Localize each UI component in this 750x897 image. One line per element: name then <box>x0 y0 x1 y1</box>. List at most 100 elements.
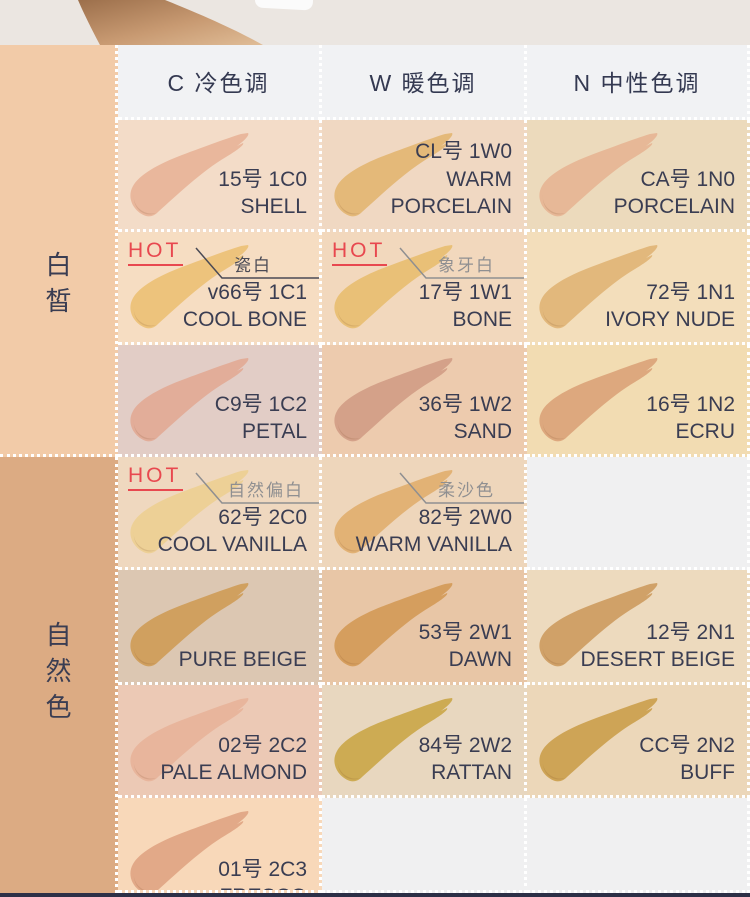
callout-line <box>399 472 524 504</box>
shade-name: PURE BEIGE <box>178 648 307 672</box>
shade-cell-pure-beige: PURE BEIGE <box>118 570 322 685</box>
foundation-smear-icon <box>130 811 249 890</box>
empty-cell <box>322 798 527 893</box>
shade-annotation-callout: 瓷白 <box>195 247 319 279</box>
shade-cell-1W1-bone: HOT 象牙白 17号 1W1 BONE <box>322 232 527 345</box>
shade-code: 53号 2W1 <box>418 620 512 644</box>
shade-cell-2N2-buff: CC号 2N2 BUFF <box>527 685 750 798</box>
foundation-smear-icon <box>130 358 249 442</box>
shade-name: BONE <box>452 308 512 332</box>
makeup-product-photo <box>78 0 314 45</box>
shade-code: 62号 2C0 <box>218 505 307 529</box>
column-header-neutral: N 中性色调 <box>527 45 750 120</box>
shade-code: 72号 1N1 <box>646 280 735 304</box>
shade-name: WARM VANILLA <box>355 533 512 557</box>
shade-code: 12号 2N1 <box>646 620 735 644</box>
shade-cell-1C2-petal: C9号 1C2 PETAL <box>118 345 322 457</box>
shade-code: v66号 1C1 <box>207 280 307 304</box>
bronze-smear-shape <box>78 0 263 45</box>
shade-cell-2C3-fresco: 01号 2C3 FRESCO <box>118 798 322 893</box>
shade-chart: C 冷色调 W 暖色调 N 中性色调 白皙 自然色 15号 1C0 SHELL … <box>0 45 750 893</box>
shade-name: PALE ALMOND <box>160 761 307 785</box>
shade-cell-1N0-porcelain: CA号 1N0 PORCELAIN <box>527 120 750 232</box>
section-label-fair: 白皙 <box>0 120 118 457</box>
foundation-smear-icon <box>539 245 658 329</box>
shade-cell-1W0-warm-porcelain: CL号 1W0 WARM PORCELAIN <box>322 120 527 232</box>
shade-annotation-callout: 自然偏白 <box>195 472 319 504</box>
shade-name: COOL BONE <box>182 308 307 332</box>
shade-name: FRESCO <box>218 883 307 890</box>
shade-label: 36号 1W2 SAND <box>419 391 512 446</box>
shade-name: PETAL <box>242 420 307 444</box>
shade-name: IVORY NUDE <box>605 308 735 332</box>
empty-cell <box>527 457 750 570</box>
shade-label: 01号 2C3 FRESCO <box>218 856 307 890</box>
column-header-warm: W 暖色调 <box>322 45 527 120</box>
empty-cell <box>527 798 750 893</box>
shade-cell-1N2-ecru: 16号 1N2 ECRU <box>527 345 750 457</box>
header-spacer <box>0 45 118 120</box>
shade-annotation-callout: 象牙白 <box>399 247 524 279</box>
foundation-smear-icon <box>334 698 453 782</box>
section-label-natural: 自然色 <box>0 457 118 893</box>
column-header-cool: C 冷色调 <box>118 45 322 120</box>
shade-code: 02号 2C2 <box>218 733 307 757</box>
shade-name: PORCELAIN <box>613 195 735 219</box>
shade-cell-1W2-sand: 36号 1W2 SAND <box>322 345 527 457</box>
shade-name: DESERT BEIGE <box>580 648 735 672</box>
shade-name: WARM PORCELAIN <box>390 167 512 219</box>
hot-badge: HOT <box>128 239 184 266</box>
hot-badge: HOT <box>128 464 184 491</box>
shade-label: 82号 2W0 WARM VANILLA <box>356 504 512 559</box>
shade-label: 15号 1C0 SHELL <box>218 166 307 221</box>
shade-cell-2W2-rattan: 84号 2W2 RATTAN <box>322 685 527 798</box>
shade-label: 62号 2C0 COOL VANILLA <box>158 504 307 559</box>
foundation-smear-icon <box>130 245 249 329</box>
shade-name: ECRU <box>675 420 735 444</box>
shade-cell-2C0-cool-vanilla: HOT 自然偏白 62号 2C0 COOL VANILLA <box>118 457 322 570</box>
foundation-smear-icon <box>130 470 249 554</box>
shade-label: PURE BEIGE <box>179 646 307 674</box>
shade-label: 16号 1N2 ECRU <box>646 391 735 446</box>
shade-code: 01号 2C3 <box>218 857 307 881</box>
shade-name: DAWN <box>448 648 512 672</box>
foundation-smear-icon <box>334 470 453 554</box>
shade-cell-2C2-pale-almond: 02号 2C2 PALE ALMOND <box>118 685 322 798</box>
shade-cell-2W1-dawn: 53号 2W1 DAWN <box>322 570 527 685</box>
shade-name: RATTAN <box>431 761 512 785</box>
callout-line <box>399 247 524 279</box>
shade-label: 17号 1W1 BONE <box>419 279 512 334</box>
annotation-text: 象牙白 <box>438 256 495 275</box>
annotation-text: 柔沙色 <box>438 481 495 500</box>
annotation-text: 瓷白 <box>234 256 272 275</box>
hot-badge: HOT <box>332 239 388 266</box>
shade-label: C9号 1C2 PETAL <box>215 391 307 446</box>
foundation-smear-icon <box>130 698 249 782</box>
shade-label: 02号 2C2 PALE ALMOND <box>160 732 307 787</box>
shade-code: 36号 1W2 <box>418 392 512 416</box>
shade-code: 82号 2W0 <box>418 505 512 529</box>
hero-photo-strip <box>0 0 750 45</box>
shade-label: CA号 1N0 PORCELAIN <box>614 166 735 221</box>
shade-code: CC号 2N2 <box>639 733 735 757</box>
shade-code: 15号 1C0 <box>218 167 307 191</box>
shade-label: CC号 2N2 BUFF <box>639 732 735 787</box>
shade-code: CA号 1N0 <box>640 167 735 191</box>
shade-code: 16号 1N2 <box>646 392 735 416</box>
shade-name: BUFF <box>680 761 735 785</box>
shade-label: 72号 1N1 IVORY NUDE <box>605 279 735 334</box>
shade-name: SAND <box>453 420 512 444</box>
white-tube-shape <box>254 0 314 11</box>
foundation-smear-icon <box>539 698 658 782</box>
shade-cell-1N1-ivory-nude: 72号 1N1 IVORY NUDE <box>527 232 750 345</box>
foundation-smear-icon <box>334 358 453 442</box>
callout-line <box>195 247 319 279</box>
shade-cell-1C0-shell: 15号 1C0 SHELL <box>118 120 322 232</box>
foundation-smear-icon <box>130 133 249 217</box>
annotation-text: 自然偏白 <box>228 481 304 500</box>
shade-label: 53号 2W1 DAWN <box>419 619 512 674</box>
shade-code: C9号 1C2 <box>214 392 307 416</box>
shade-label: v66号 1C1 COOL BONE <box>183 279 307 334</box>
shade-annotation-callout: 柔沙色 <box>399 472 524 504</box>
shade-cell-1C1-cool-bone: HOT 瓷白 v66号 1C1 COOL BONE <box>118 232 322 345</box>
